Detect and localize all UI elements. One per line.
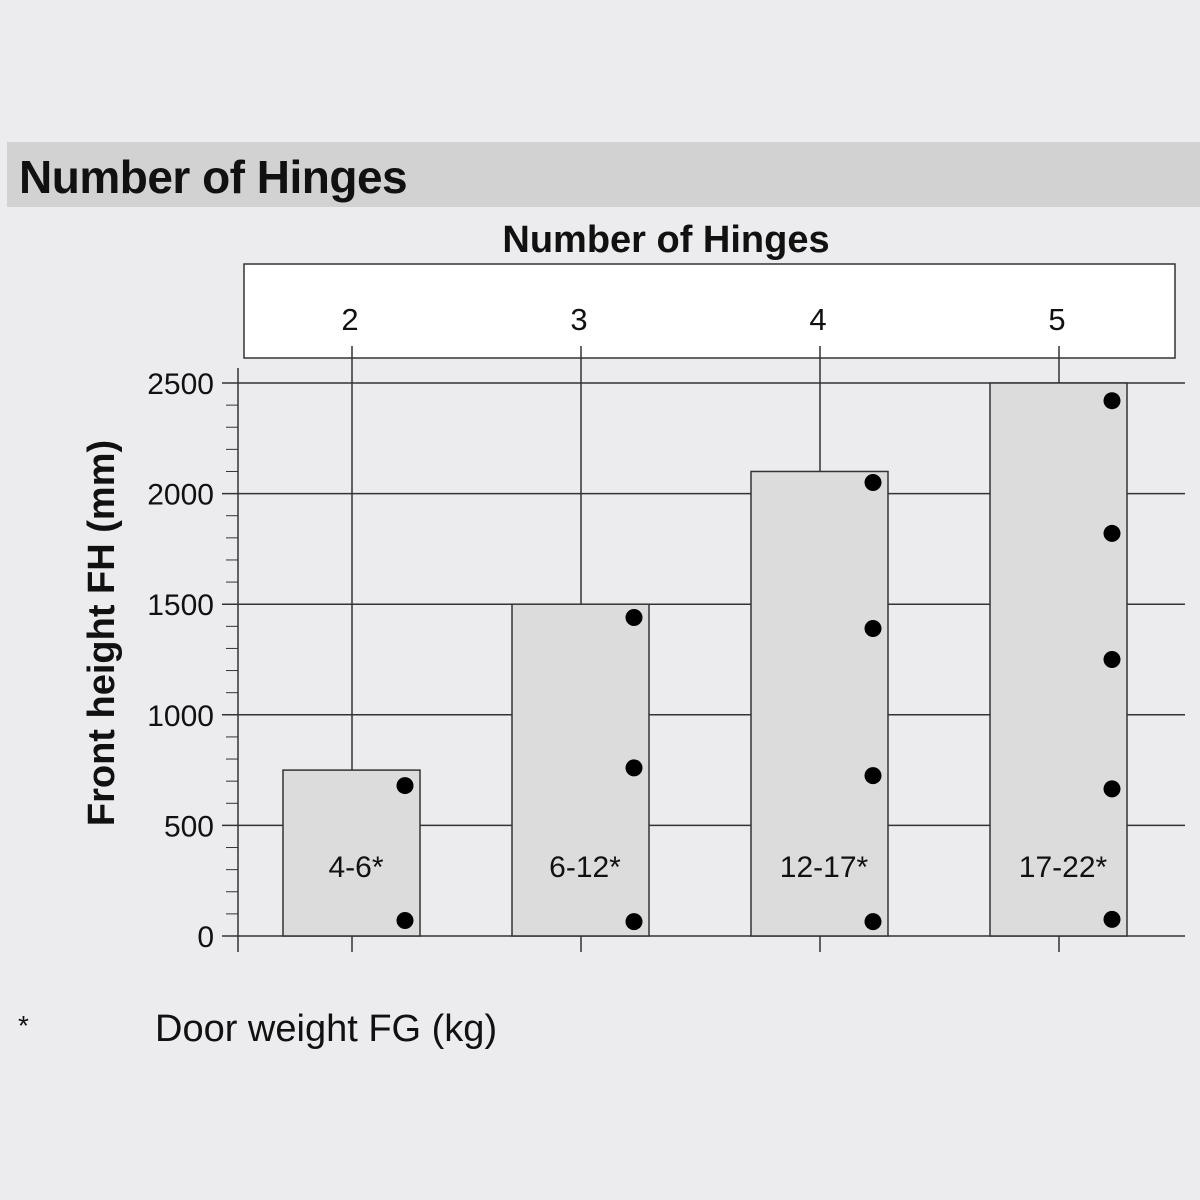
- bar-label: 4-6*: [328, 851, 383, 884]
- hinge-dot: [396, 777, 414, 795]
- bar-label: 12-17*: [780, 851, 869, 884]
- hinge-dot: [1103, 524, 1121, 542]
- hinge-dot: [864, 913, 882, 931]
- hinge-dot: [1103, 780, 1121, 798]
- y-axis-label: Front height FH (mm): [81, 440, 123, 826]
- category-label: 5: [1048, 302, 1065, 337]
- hinge-dot: [1103, 651, 1121, 668]
- hinge-dot: [864, 620, 882, 638]
- category-label: 2: [341, 302, 358, 337]
- hinge-dot: [1103, 392, 1121, 410]
- chart-title: Number of Hinges: [502, 219, 829, 261]
- y-tick-label: 1000: [147, 700, 214, 733]
- category-label: 4: [809, 302, 826, 337]
- y-tick-label: 2500: [147, 368, 214, 401]
- title-band: Number of Hinges: [7, 142, 1200, 207]
- y-tick-label: 500: [164, 810, 214, 843]
- y-tick-label: 1500: [147, 589, 214, 622]
- hinge-dot: [1103, 910, 1121, 928]
- bar-2-hinges: [282, 769, 421, 937]
- hinge-dot: [864, 474, 882, 492]
- hinge-dot: [625, 913, 643, 931]
- category-header-box: [243, 263, 1176, 359]
- footnote-text: Door weight FG (kg): [155, 1008, 498, 1050]
- y-tick-label: 0: [197, 921, 214, 954]
- hinge-dot: [625, 759, 643, 777]
- footnote-symbol: *: [18, 1010, 29, 1041]
- category-label: 3: [570, 302, 587, 337]
- bar-label: 17-22*: [1019, 851, 1108, 884]
- hinge-dot: [396, 912, 414, 930]
- bar-label: 6-12*: [549, 851, 621, 884]
- bar-4-hinges: [750, 470, 889, 937]
- hinge-dot: [864, 767, 882, 785]
- y-tick-label: 2000: [147, 479, 214, 512]
- page-title: Number of Hinges: [19, 151, 408, 203]
- hinge-dot: [625, 608, 643, 626]
